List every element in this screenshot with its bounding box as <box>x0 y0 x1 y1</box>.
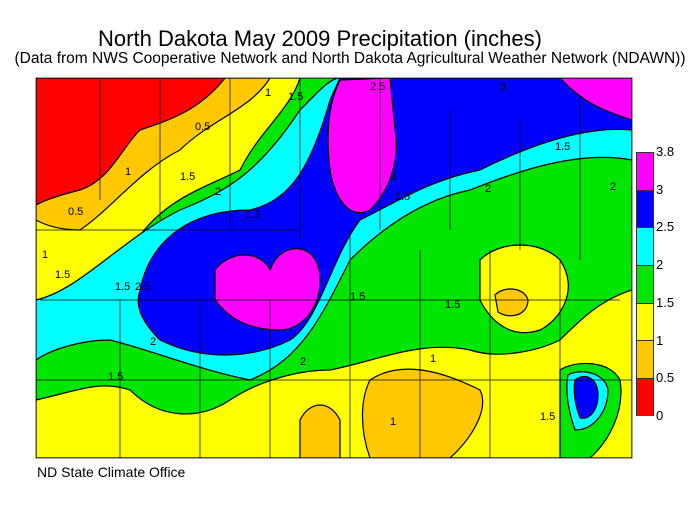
contour-label: 1 <box>390 416 396 428</box>
contour-label: 1.5 <box>445 299 460 311</box>
zone-orange-east <box>494 288 529 317</box>
contour-label: 1.5 <box>288 91 303 103</box>
contour-label: 1 <box>430 353 436 365</box>
legend-label: 3 <box>656 181 664 197</box>
contour-labels: 1 1.5 2.5 3 0.5 1.5 2 2.5 3 2.5 2 1.5 1 … <box>42 81 616 428</box>
legend-label: 1.5 <box>656 294 675 310</box>
contour-label: 0.5 <box>68 206 83 218</box>
contour-label: 2 <box>150 336 156 348</box>
contour-label: 1 <box>125 166 131 178</box>
zone-magenta-north <box>327 78 397 214</box>
zone-orange-south2 <box>299 404 341 458</box>
legend-swatch <box>636 265 654 303</box>
county-boundaries <box>35 77 633 459</box>
legend-label: 0.5 <box>656 370 675 386</box>
contour-label: 1.5 <box>115 281 130 293</box>
contour-label: 2.5 <box>245 209 260 221</box>
contour-label: 1.5 <box>350 291 365 303</box>
zone-yellow-se <box>36 289 632 458</box>
legend-swatch <box>636 378 654 416</box>
legend-label: 3.8 <box>656 144 675 159</box>
legend-label: 1 <box>656 332 664 348</box>
legend-swatch <box>636 227 654 266</box>
contour-label: 1.5 <box>108 371 123 383</box>
legend-label: 0 <box>656 407 664 423</box>
contour-label: 2 <box>300 356 306 368</box>
contour-label: 1.5 <box>540 411 555 423</box>
contour-label: 1 <box>42 249 48 261</box>
legend-swatch <box>636 340 654 379</box>
zone-blue-se <box>573 375 599 419</box>
contour-label: 2.5 <box>395 191 410 203</box>
contour-label: 2 <box>610 181 616 193</box>
contour-label: 1.5 <box>55 269 70 281</box>
legend-swatch <box>636 302 654 341</box>
contour-label: 0.5 <box>195 121 210 133</box>
zone-red-nw <box>36 78 226 206</box>
contour-label: 2 <box>485 183 491 195</box>
contour-label: 3 <box>390 171 396 183</box>
credit-text: ND State Climate Office <box>37 464 186 480</box>
legend-swatch <box>636 189 654 228</box>
map-title: North Dakota May 2009 Precipitation (inc… <box>98 26 542 51</box>
legend-swatch <box>636 152 654 190</box>
legend-label: 2 <box>656 257 664 273</box>
zone-magenta-center <box>214 248 321 331</box>
contour-label: 2.5 <box>135 281 150 293</box>
zone-orange-south <box>361 368 484 458</box>
contour-label: 1 <box>265 87 271 99</box>
contour-label: 1.5 <box>555 141 570 153</box>
contour-label: 2 <box>215 186 221 198</box>
contour-label: 2.5 <box>370 81 385 93</box>
contour-label: 3 <box>500 81 506 93</box>
color-legend: 3.8 3 2.5 2 1.5 1 0.5 0 <box>636 144 674 423</box>
legend-label: 2.5 <box>656 219 675 235</box>
map-subtitle: (Data from NWS Cooperative Network and N… <box>14 50 686 67</box>
contour-label: 1.5 <box>180 171 195 183</box>
